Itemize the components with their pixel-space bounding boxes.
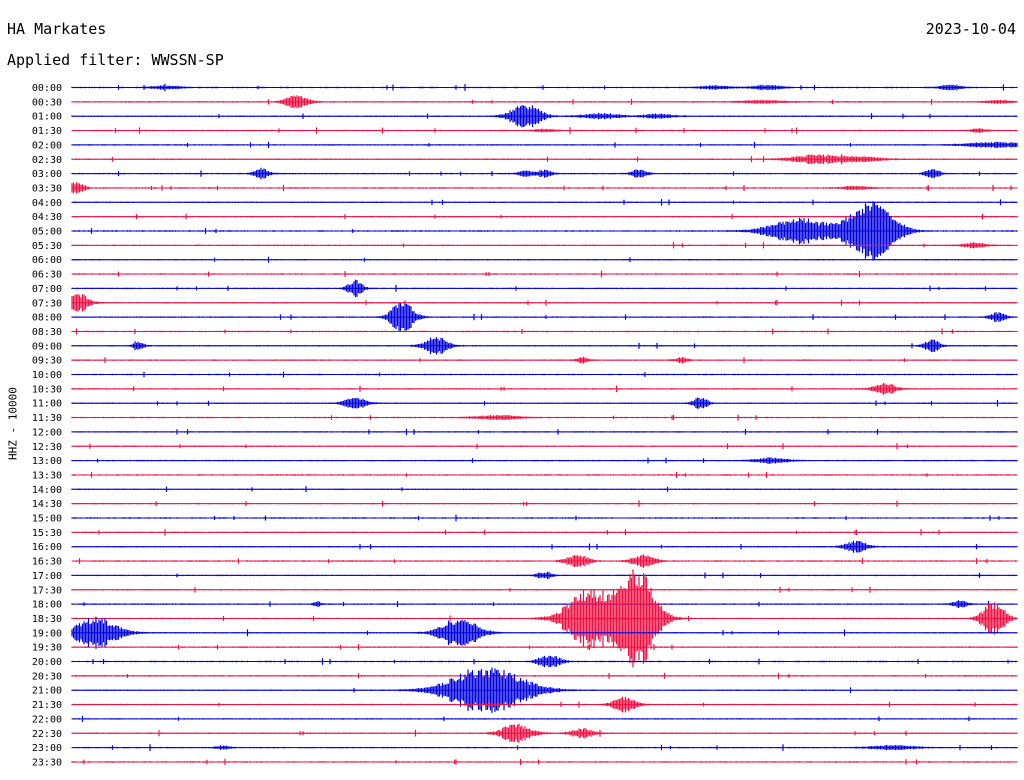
row-time-label: 00:00: [32, 83, 62, 94]
station-name: HA Markates: [7, 20, 107, 38]
row-time-label: 20:30: [32, 671, 62, 682]
row-time-label: 16:00: [32, 542, 62, 553]
row-time-label: 05:30: [32, 241, 62, 252]
row-time-label: 20:00: [32, 657, 62, 668]
row-time-label: 01:30: [32, 126, 62, 137]
row-time-label: 18:30: [32, 614, 62, 625]
row-time-label: 17:30: [32, 585, 62, 596]
row-time-label: 19:00: [32, 628, 62, 639]
row-time-label: 19:30: [32, 643, 62, 654]
row-time-label: 22:00: [32, 714, 62, 725]
row-time-label: 13:30: [32, 470, 62, 481]
row-time-label: 02:00: [32, 140, 62, 151]
row-time-label: 10:00: [32, 370, 62, 381]
row-time-label: 08:30: [32, 327, 62, 338]
row-time-label: 08:00: [32, 313, 62, 324]
row-time-label: 04:00: [32, 198, 62, 209]
row-time-label: 17:00: [32, 571, 62, 582]
row-time-label: 07:00: [32, 284, 62, 295]
row-time-label: 11:00: [32, 399, 62, 410]
row-time-label: 05:00: [32, 227, 62, 238]
row-time-label: 02:30: [32, 155, 62, 166]
filter-label: Applied filter: WWSSN-SP: [7, 51, 224, 69]
row-time-label: 07:30: [32, 298, 62, 309]
row-time-label: 21:30: [32, 700, 62, 711]
row-time-label: 00:30: [32, 97, 62, 108]
row-time-label: 12:30: [32, 442, 62, 453]
row-time-label: 04:30: [32, 212, 62, 223]
row-time-label: 09:00: [32, 341, 62, 352]
row-time-label: 23:00: [32, 743, 62, 754]
row-time-label: 10:30: [32, 384, 62, 395]
row-time-label: 21:00: [32, 686, 62, 697]
row-time-label: 13:00: [32, 456, 62, 467]
row-time-label: 06:30: [32, 270, 62, 281]
row-time-label: 16:30: [32, 557, 62, 568]
row-time-label: 03:00: [32, 169, 62, 180]
row-time-label: 01:00: [32, 112, 62, 123]
row-time-label: 11:30: [32, 413, 62, 424]
row-time-label: 23:30: [32, 757, 62, 768]
row-time-label: 14:00: [32, 485, 62, 496]
row-time-label: 03:30: [32, 183, 62, 194]
row-time-label: 09:30: [32, 356, 62, 367]
date-label: 2023-10-04: [925, 20, 1016, 38]
row-time-label: 18:00: [32, 600, 62, 611]
row-time-label: 22:30: [32, 729, 62, 740]
row-time-label: 12:00: [32, 427, 62, 438]
row-time-label: 06:00: [32, 255, 62, 266]
row-time-label: 15:00: [32, 514, 62, 525]
row-time-label: 14:30: [32, 499, 62, 510]
row-time-label: 15:30: [32, 528, 62, 539]
